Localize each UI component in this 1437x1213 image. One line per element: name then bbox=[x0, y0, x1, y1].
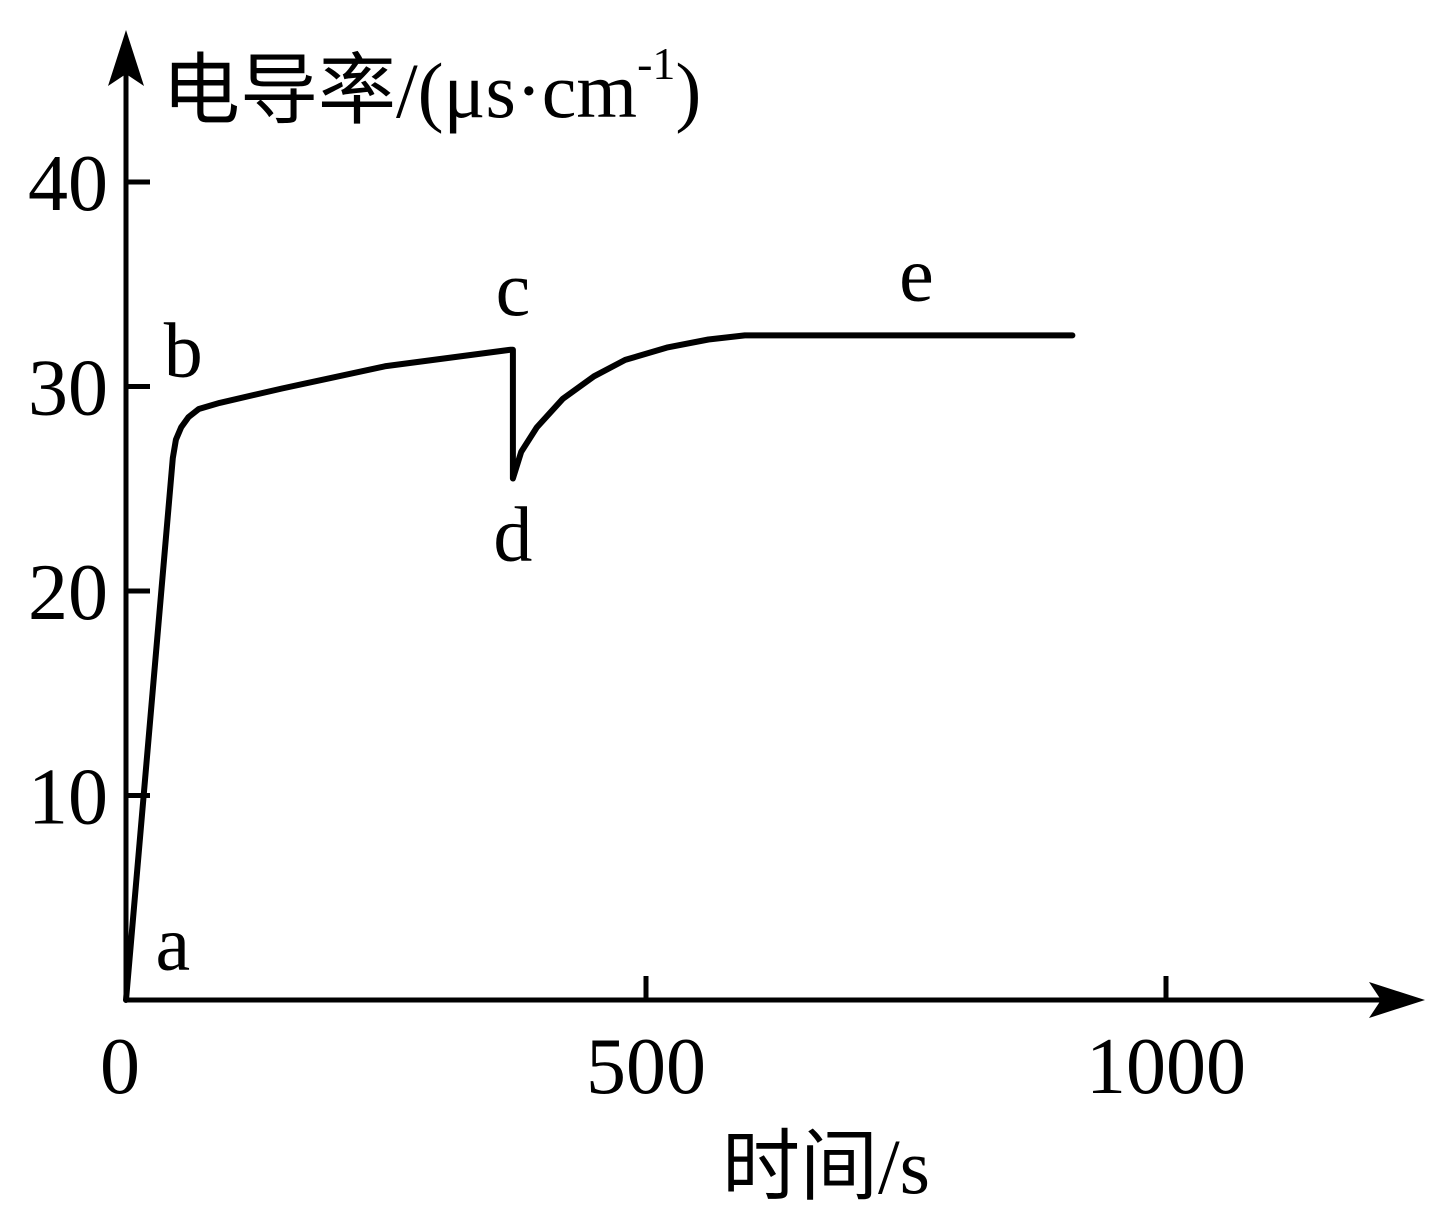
x-tick-label-1: 500 bbox=[586, 1023, 706, 1111]
x-axis-label: 时间/s bbox=[722, 1123, 930, 1210]
ticks: 10 20 30 40 0 500 1000 bbox=[28, 140, 1246, 1111]
point-label-c: c bbox=[496, 245, 531, 332]
y-tick-label-0: 10 bbox=[28, 754, 108, 842]
x-tick-label-0: 0 bbox=[100, 1023, 140, 1111]
y-axis-arrow bbox=[108, 30, 144, 86]
series-line-0 bbox=[123, 332, 1076, 1003]
point-label-e: e bbox=[899, 231, 934, 318]
y-tick-label-2: 30 bbox=[28, 345, 108, 433]
y-axis-label-superscript: -1 bbox=[637, 38, 675, 89]
x-axis-arrow bbox=[1369, 982, 1425, 1018]
y-axis-label: 电导率/(μs·cm-1) bbox=[162, 38, 701, 134]
y-axis-label-close: ) bbox=[675, 47, 701, 134]
point-label-b: b bbox=[164, 306, 203, 393]
y-tick-label-1: 20 bbox=[28, 549, 108, 637]
series-group bbox=[123, 332, 1076, 1003]
x-tick-label-2: 1000 bbox=[1086, 1023, 1246, 1111]
y-axis-label-main: 电导率/(μs·cm bbox=[162, 47, 637, 134]
axes bbox=[108, 30, 1425, 1018]
y-tick-label-3: 40 bbox=[28, 140, 108, 228]
point-label-d: d bbox=[493, 490, 532, 577]
point-label-a: a bbox=[155, 899, 190, 986]
annotations: a b c d e bbox=[155, 231, 933, 987]
